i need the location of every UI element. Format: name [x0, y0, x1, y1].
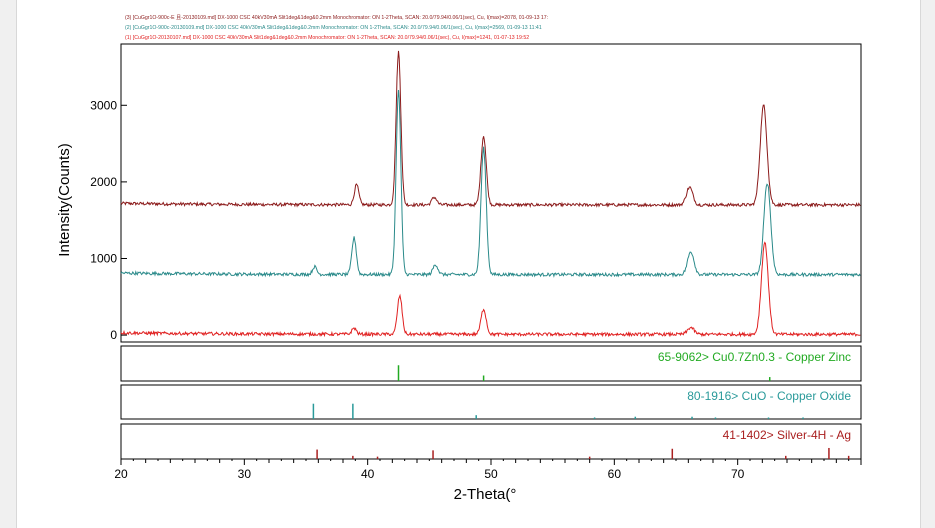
x-axis: 20 30 40 50 60 70	[114, 459, 862, 481]
x-tick-label: 30	[238, 467, 252, 481]
header-line-1: (1) [CuGgr1O-20130107.md] DX-1000 CSC 40…	[125, 35, 529, 41]
pattern-series	[120, 50, 861, 338]
reference-lines	[312, 365, 850, 459]
y-tick-label: 3000	[90, 98, 117, 112]
plot-frame	[120, 43, 862, 343]
xrd-chart: (3) [CuGgr1O-900c-E 且-20130109.md] DX-10…	[56, 14, 862, 503]
x-tick-label: 40	[361, 467, 375, 481]
y-tick-label: 1000	[90, 251, 117, 265]
xrd-report-page: (3) [CuGgr1O-900c-E 且-20130109.md] DX-10…	[16, 0, 921, 528]
series-line-1	[120, 90, 861, 278]
x-tick-label: 20	[114, 467, 128, 481]
header-line-2: (2) [CuGgr1O-900c-20130109.md] DX-1000 C…	[125, 25, 542, 31]
x-tick-label: 60	[608, 467, 622, 481]
header-line-3: (3) [CuGgr1O-900c-E 且-20130109.md] DX-10…	[125, 14, 548, 21]
ref-label-ag: 41-1402> Silver-4H - Ag	[723, 428, 851, 442]
ref-panel-cuo	[120, 384, 862, 420]
series-line-2	[120, 241, 861, 338]
x-tick-label: 70	[731, 467, 745, 481]
ref-label-cuzn: 65-9062> Cu0.7Zn0.3 - Copper Zinc	[658, 350, 851, 364]
y-tick-label: 2000	[90, 175, 117, 189]
ref-label-cuo: 80-1916> CuO - Copper Oxide	[687, 389, 851, 403]
ref-panel-cuzn	[120, 345, 862, 382]
y-axis: 0 1000 2000 3000	[90, 98, 127, 342]
y-axis-label: Intensity(Counts)	[56, 143, 73, 256]
series-line-0	[120, 50, 861, 208]
x-tick-label: 50	[484, 467, 498, 481]
x-axis-label: 2-Theta(°	[454, 486, 517, 503]
y-tick-label: 0	[110, 328, 117, 342]
